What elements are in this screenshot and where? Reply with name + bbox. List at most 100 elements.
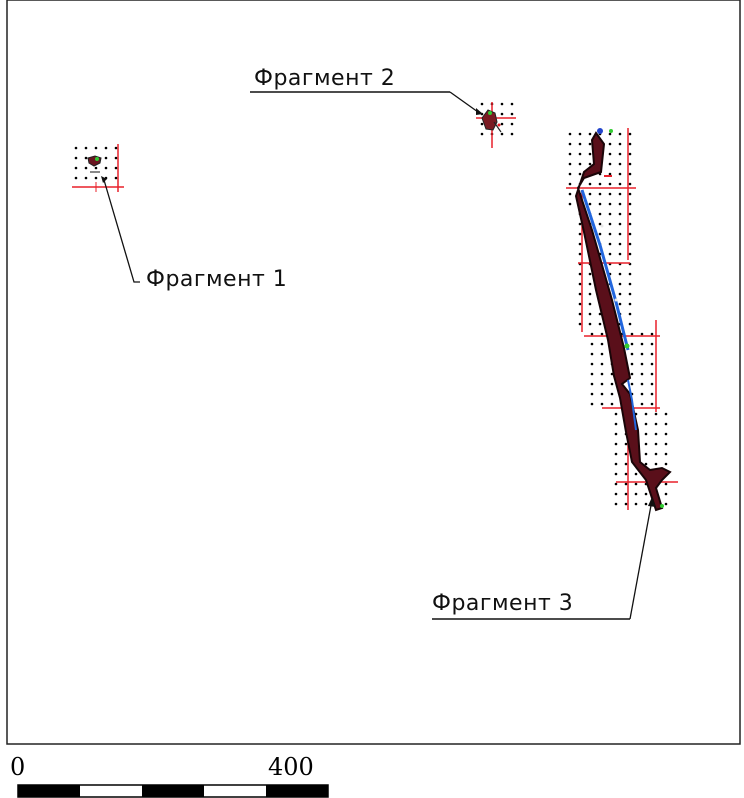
- grid-dot: [608, 242, 612, 246]
- grid-dot: [610, 382, 614, 386]
- grid-dot: [608, 172, 612, 176]
- grid-dot: [588, 132, 592, 136]
- grid-dot: [614, 492, 618, 496]
- grid-dot: [644, 412, 648, 416]
- grid-dot: [614, 472, 618, 476]
- grid-dot: [600, 342, 604, 346]
- grid-dot: [74, 146, 78, 150]
- grid-dot: [114, 176, 118, 180]
- grid-dot: [624, 482, 628, 486]
- grid-dot: [630, 332, 634, 336]
- grid-dot: [588, 282, 592, 286]
- scale-bar: 0 400: [10, 753, 329, 798]
- grid-dot: [590, 382, 594, 386]
- grid-dot: [628, 292, 632, 296]
- grid-dot: [590, 342, 594, 346]
- fragment-1-label: Фрагмент 1: [146, 267, 287, 292]
- grid-dot: [568, 152, 572, 156]
- grid-dot: [578, 302, 582, 306]
- grid-dot: [114, 146, 118, 150]
- grid-dot: [568, 172, 572, 176]
- grid-dot: [608, 232, 612, 236]
- grid-dot: [640, 362, 644, 366]
- grid-dot: [588, 152, 592, 156]
- grid-dot: [628, 192, 632, 196]
- grid-dot: [500, 122, 504, 126]
- grid-dot: [650, 402, 654, 406]
- grid-dot: [644, 442, 648, 446]
- grid-dot: [640, 332, 644, 336]
- scale-bar-start-label: 0: [10, 753, 25, 781]
- grid-dot: [614, 452, 618, 456]
- grid-dot: [614, 432, 618, 436]
- grid-dot: [598, 202, 602, 206]
- grid-dot: [74, 166, 78, 170]
- grid-dot: [510, 112, 514, 116]
- grid-dot: [654, 442, 658, 446]
- grid-dot: [578, 272, 582, 276]
- grid-dot: [480, 132, 484, 136]
- grid-dot: [588, 312, 592, 316]
- grid-dot: [104, 166, 108, 170]
- grid-dot: [618, 242, 622, 246]
- grid-dot: [634, 492, 638, 496]
- fragment-3-label: Фрагмент 3: [432, 591, 573, 616]
- grid-dot: [628, 152, 632, 156]
- grid-dot: [480, 102, 484, 106]
- grid-dot: [618, 152, 622, 156]
- scale-bar-segment: [204, 785, 266, 797]
- scale-bar-segment: [18, 785, 80, 797]
- grid-dot: [618, 282, 622, 286]
- grid-dot: [664, 432, 668, 436]
- grid-dot: [114, 156, 118, 160]
- grid-dot: [578, 142, 582, 146]
- grid-dot: [500, 132, 504, 136]
- grid-dot: [588, 272, 592, 276]
- grid-dot: [510, 132, 514, 136]
- grid-dot: [618, 232, 622, 236]
- grid-dot: [614, 412, 618, 416]
- grid-dot: [640, 402, 644, 406]
- grid-dot: [590, 372, 594, 376]
- grid-dot: [614, 482, 618, 486]
- grid-dot: [588, 292, 592, 296]
- grid-dot: [644, 432, 648, 436]
- grid-dot: [628, 172, 632, 176]
- grid-dot: [588, 302, 592, 306]
- grid-dot: [600, 392, 604, 396]
- grid-dot: [84, 176, 88, 180]
- grid-dot: [578, 132, 582, 136]
- grid-dot: [664, 462, 668, 466]
- grid-dot: [618, 202, 622, 206]
- grid-dot: [634, 502, 638, 506]
- grid-dot: [650, 332, 654, 336]
- grid-dot: [608, 182, 612, 186]
- grid-dot: [568, 192, 572, 196]
- grid-dot: [644, 422, 648, 426]
- grid-dot: [610, 402, 614, 406]
- grid-dot: [624, 492, 628, 496]
- grid-dot: [608, 252, 612, 256]
- grid-dot: [608, 212, 612, 216]
- grid-dot: [614, 442, 618, 446]
- grid-dot: [588, 182, 592, 186]
- grid-dot: [624, 462, 628, 466]
- grid-dot: [578, 172, 582, 176]
- grid-dot: [640, 342, 644, 346]
- grid-dot: [500, 102, 504, 106]
- grid-dot: [608, 202, 612, 206]
- grid-dot: [568, 202, 572, 206]
- grid-dot: [578, 222, 582, 226]
- grid-dot: [628, 282, 632, 286]
- grid-dot: [644, 462, 648, 466]
- map-frame: [6, 0, 741, 745]
- grid-dot: [590, 402, 594, 406]
- grid-dot: [644, 502, 648, 506]
- grid-dot: [600, 332, 604, 336]
- grid-dot: [600, 372, 604, 376]
- grid-dot: [74, 176, 78, 180]
- grid-dot: [628, 232, 632, 236]
- grid-dot: [608, 152, 612, 156]
- grid-dot: [628, 222, 632, 226]
- grid-dot: [608, 192, 612, 196]
